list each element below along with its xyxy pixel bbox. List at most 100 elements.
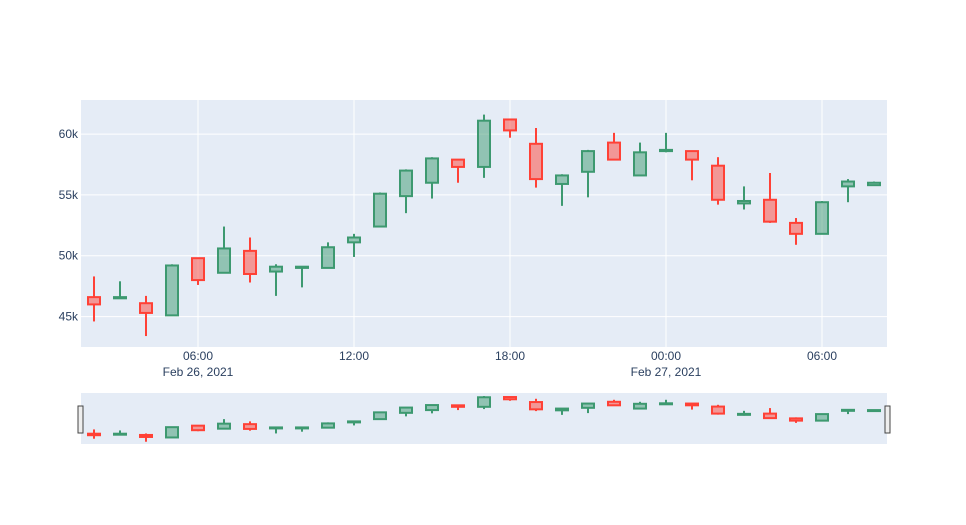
mini-candle-body <box>191 424 205 432</box>
candle-body <box>867 181 881 187</box>
y-axis: 45k 50k 55k 60k <box>59 127 79 324</box>
candle-increasing <box>165 264 179 317</box>
candle-decreasing <box>529 127 543 188</box>
candle-increasing <box>581 149 595 198</box>
candle-body <box>659 148 673 153</box>
mini-candle-body <box>399 406 413 414</box>
x-tick-label: 18:00 <box>495 349 525 363</box>
mini-candle-body <box>867 409 881 413</box>
candle-increasing <box>867 181 881 187</box>
mini-candle-increasing <box>425 404 439 414</box>
candle-body <box>529 142 543 181</box>
candle-decreasing <box>87 276 101 322</box>
mini-candle-decreasing <box>87 429 101 439</box>
mini-candle-increasing <box>867 409 881 413</box>
mini-candle-body <box>763 412 777 420</box>
mini-candle-increasing <box>321 422 335 429</box>
mini-candle-body <box>347 420 361 424</box>
candle-body <box>269 265 283 273</box>
candle-body <box>217 247 231 274</box>
candle-body <box>555 174 569 185</box>
mini-candle-body <box>295 426 309 430</box>
mini-candle-increasing <box>217 419 231 430</box>
mini-candle-increasing <box>269 426 283 434</box>
candle-body <box>503 118 517 132</box>
candle-increasing <box>295 265 309 288</box>
candle-body <box>321 246 335 269</box>
mini-candle-body <box>243 423 257 430</box>
candle-body <box>165 264 179 317</box>
candle-decreasing <box>243 237 257 283</box>
candle-body <box>737 199 751 205</box>
candle-body <box>191 257 205 282</box>
candle-body <box>243 249 257 275</box>
y-tick-label: 55k <box>59 188 79 202</box>
candle-increasing <box>425 157 439 199</box>
candle-body <box>425 157 439 184</box>
mini-candle-body <box>165 426 179 439</box>
candle-decreasing <box>789 218 803 245</box>
candle-decreasing <box>763 173 777 223</box>
candle-decreasing <box>607 132 621 161</box>
candle-body <box>399 169 413 198</box>
mini-candle-increasing <box>581 402 595 414</box>
x-tick-date-label: Feb 26, 2021 <box>163 365 234 379</box>
candle-increasing <box>659 132 673 153</box>
mini-candle-body <box>581 402 595 409</box>
mini-candle-body <box>815 413 829 422</box>
candle-body <box>789 221 803 235</box>
candles-main <box>87 114 881 337</box>
mini-candle-body <box>451 404 465 408</box>
candle-increasing <box>217 226 231 274</box>
mini-candle-body <box>529 401 543 411</box>
candle-body <box>607 141 621 161</box>
candle-body <box>295 265 309 269</box>
candle-increasing <box>347 233 361 257</box>
candle-body <box>711 164 725 201</box>
candle-body <box>763 198 777 223</box>
mini-candle-body <box>321 422 335 429</box>
candle-body <box>113 296 127 300</box>
x-axis: 06:00 Feb 26, 2021 12:00 18:00 00:00 Feb 27, … <box>163 349 838 379</box>
mini-candle-increasing <box>633 401 647 410</box>
mini-candle-decreasing <box>607 399 621 407</box>
y-tick-label: 45k <box>59 310 79 324</box>
mini-candle-body <box>659 402 673 406</box>
mini-candle-increasing <box>399 406 413 417</box>
mini-candle-decreasing <box>451 404 465 411</box>
candle-increasing <box>113 281 127 300</box>
mini-candle-decreasing <box>503 396 517 401</box>
mini-candle-body <box>87 432 101 437</box>
mini-candle-decreasing <box>763 408 777 420</box>
mini-candle-increasing <box>165 426 179 439</box>
mini-candle-decreasing <box>191 424 205 432</box>
candle-body <box>139 302 153 314</box>
range-slider[interactable] <box>77 393 891 444</box>
mini-candle-increasing <box>295 426 309 432</box>
candle-body <box>581 150 595 173</box>
candle-increasing <box>399 169 413 214</box>
candle-body <box>87 296 101 306</box>
mini-candle-body <box>425 404 439 412</box>
mini-candle-body <box>269 426 283 430</box>
range-slider-left-handle[interactable] <box>77 405 84 434</box>
candle-decreasing <box>711 157 725 205</box>
range-slider-right-handle[interactable] <box>884 405 891 434</box>
candle-body <box>477 119 491 168</box>
mini-candle-increasing <box>477 396 491 410</box>
x-tick-label: 12:00 <box>339 349 369 363</box>
mini-candle-body <box>789 417 803 422</box>
candle-body <box>451 158 465 168</box>
mini-candle-body <box>607 400 621 407</box>
y-tick-label: 50k <box>59 249 79 263</box>
candle-body <box>633 151 647 177</box>
candle-decreasing <box>139 295 153 337</box>
x-tick-label: 00:00 <box>651 349 681 363</box>
candle-increasing <box>633 142 647 177</box>
candle-increasing <box>737 186 751 210</box>
mini-candle-body <box>711 405 725 415</box>
mini-candle-increasing <box>113 430 127 436</box>
mini-candle-body <box>113 432 127 436</box>
mini-candle-increasing <box>841 408 855 415</box>
